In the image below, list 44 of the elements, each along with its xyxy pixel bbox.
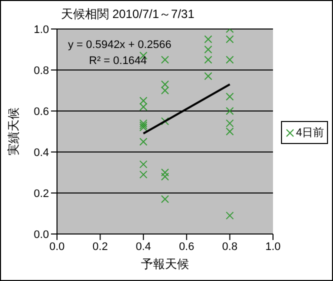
point	[226, 107, 234, 115]
x-tick-label: 0.8	[222, 240, 238, 253]
point	[139, 121, 148, 130]
y-tick-label: 0.2	[34, 188, 49, 200]
annotation: R² = 0.1644	[89, 55, 147, 68]
point	[204, 56, 212, 64]
point	[139, 96, 148, 105]
y-tick-label: 0.4	[34, 146, 49, 159]
x-tick-label: 0.0	[49, 240, 65, 253]
point	[226, 56, 234, 64]
point	[139, 160, 148, 168]
chart-title: 天候相関 2010/7/1～7/31	[61, 6, 194, 23]
legend-label: 4日前	[296, 126, 324, 140]
x-axis-title: 予報天候	[141, 257, 189, 271]
point	[161, 172, 169, 181]
point	[226, 128, 234, 136]
point	[161, 80, 169, 88]
point	[226, 92, 234, 101]
point	[204, 35, 212, 44]
point	[204, 46, 212, 54]
x-tick-label: 0.6	[178, 240, 194, 253]
point	[139, 138, 148, 146]
x-tick-label: 0.2	[92, 240, 108, 253]
point	[161, 168, 169, 176]
point	[226, 35, 234, 44]
point	[139, 102, 148, 111]
y-tick-label: 1.0	[34, 24, 49, 36]
point	[161, 195, 169, 204]
point	[204, 72, 212, 80]
y-tick-label: 0.8	[34, 64, 49, 77]
point	[161, 117, 169, 126]
x-tick-label: 1.0	[265, 240, 281, 253]
point	[161, 56, 169, 64]
y-axis-title: 実績天候	[6, 108, 20, 156]
point	[161, 86, 169, 94]
point	[139, 170, 148, 179]
y-tick-label: 0.0	[34, 228, 49, 241]
x-tick-label: 0.4	[136, 240, 152, 253]
point	[139, 123, 148, 132]
point	[139, 119, 148, 128]
point	[226, 212, 234, 220]
annotation: y = 0.5942x + 0.2566	[68, 39, 172, 52]
point	[226, 119, 234, 128]
y-tick-label: 0.6	[34, 106, 49, 118]
